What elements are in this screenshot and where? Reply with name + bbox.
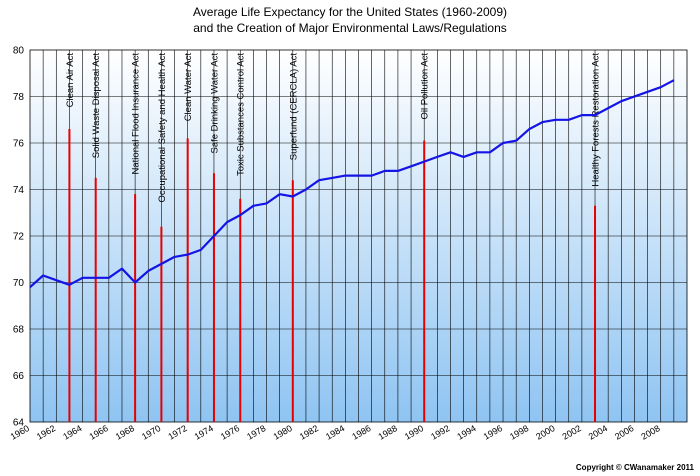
x-tick-label: 2004 — [587, 423, 609, 442]
law-label: Healthy Forests Restoration Act — [591, 53, 602, 187]
y-tick-label: 70 — [13, 278, 25, 289]
x-tick-label: 1976 — [219, 423, 241, 442]
y-tick-label: 66 — [13, 371, 25, 382]
copyright-text: Copyright © CWanamaker 2011 — [576, 463, 695, 472]
law-label: Superfund (CERCLA) Act — [288, 53, 299, 161]
x-tick-label: 1990 — [403, 423, 425, 442]
y-tick-label: 78 — [13, 92, 25, 103]
law-label: Occupational Safety and Health Act — [157, 53, 168, 203]
law-markers: Clean Air Act Solid Waste Disposal Act Nat… — [65, 53, 602, 422]
x-tick-label: 1996 — [482, 423, 504, 442]
law-label: Clean Air Act — [65, 53, 76, 108]
y-tick-label: 72 — [13, 232, 25, 243]
law-label: Safe Drinking Water Act — [209, 53, 220, 154]
law-label: Clean Water Act — [183, 53, 194, 122]
x-tick-label: 2002 — [561, 423, 583, 442]
x-axis: 1960 1962 1964 1966 1968 1970 1972 1974 1976 1978… — [9, 423, 662, 442]
chart-title-line-1: Average Life Expectancy for the United S… — [193, 5, 507, 19]
x-tick-label: 1998 — [508, 423, 530, 442]
x-tick-label: 1974 — [193, 423, 215, 442]
y-tick-label: 74 — [13, 185, 25, 196]
law-label: Toxic Substances Control Act — [236, 53, 247, 176]
y-tick-label: 76 — [13, 139, 25, 150]
law-label: National Flood Insurance Act — [131, 53, 142, 175]
y-tick-label: 64 — [13, 418, 25, 429]
x-tick-label: 1978 — [245, 423, 267, 442]
x-tick-label: 1968 — [114, 423, 136, 442]
x-tick-label: 1962 — [35, 423, 57, 442]
x-tick-label: 1970 — [140, 423, 162, 442]
life-expectancy-line — [29, 79, 675, 289]
x-tick-label: 1984 — [324, 423, 346, 442]
x-tick-label: 1992 — [429, 423, 451, 442]
series-group — [29, 79, 675, 289]
x-tick-label: 1966 — [87, 423, 109, 442]
x-tick-label: 1964 — [61, 423, 83, 442]
x-tick-label: 2008 — [639, 423, 661, 442]
law-label: Solid Waste Disposal Act — [91, 53, 102, 159]
y-tick-label: 80 — [13, 46, 25, 57]
x-tick-label: 2000 — [534, 423, 556, 442]
y-axis: 64 66 68 70 72 74 76 78 80 — [13, 46, 25, 429]
law-label: Oil Pollution Act — [420, 53, 431, 120]
x-tick-label: 1994 — [455, 423, 477, 442]
x-tick-label: 1972 — [166, 423, 188, 442]
x-tick-label: 1988 — [377, 423, 399, 442]
y-tick-label: 68 — [13, 325, 25, 336]
x-tick-label: 1982 — [298, 423, 320, 442]
x-tick-label: 2006 — [613, 423, 635, 442]
x-tick-label: 1986 — [350, 423, 372, 442]
chart-title-line-2: and the Creation of Major Environmental … — [193, 21, 507, 35]
x-tick-label: 1980 — [271, 423, 293, 442]
